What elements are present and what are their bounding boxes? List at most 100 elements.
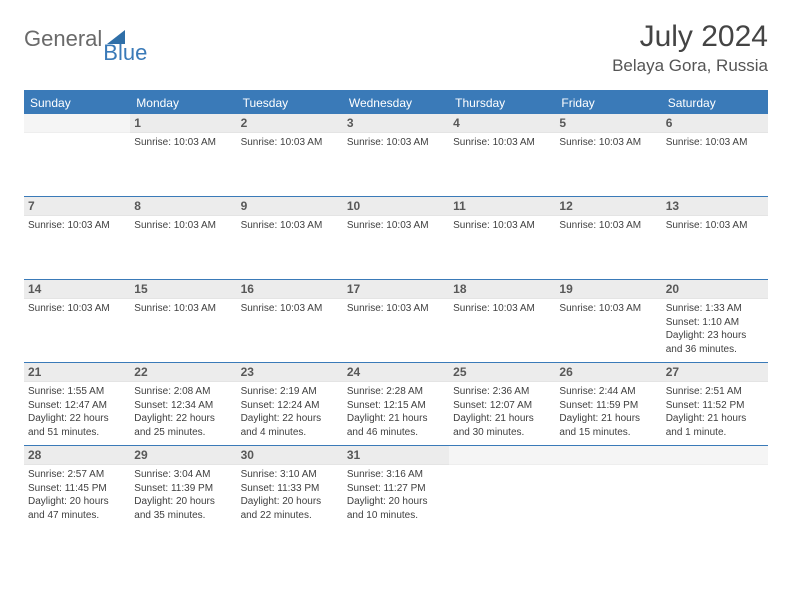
- day-content: Sunrise: 10:03 AM: [662, 216, 768, 236]
- day-info-line: and 15 minutes.: [559, 426, 657, 440]
- day-number: 9: [237, 197, 343, 216]
- day-cell: 20Sunrise: 1:33 AMSunset: 1:10 AMDayligh…: [662, 280, 768, 362]
- week-row: 28 Sunrise: 2:57 AMSunset: 11:45 PM Daylig…: [24, 445, 768, 528]
- day-info-line: Sunrise: 3:04 AM: [134, 468, 232, 482]
- day-content: Sunrise: 2:36 AMSunset: 12:07 AMDaylight…: [449, 382, 555, 442]
- day-cell: 2Sunrise: 10:03 AM: [237, 114, 343, 196]
- day-cell: 15Sunrise: 10:03 AM: [130, 280, 236, 362]
- day-number: 26: [555, 363, 661, 382]
- day-cell: 4Sunrise: 10:03 AM: [449, 114, 555, 196]
- day-header-row: SundayMondayTuesdayWednesdayThursdayFrid…: [24, 92, 768, 114]
- day-info-line: Sunrise: 10:03 AM: [28, 302, 126, 316]
- logo-text-general: General: [24, 26, 102, 52]
- day-info-line: Sunrise: 3:10 AM: [241, 468, 339, 482]
- day-content: Sunrise: 10:03 AM: [555, 133, 661, 153]
- day-info-line: Sunrise: 10:03 AM: [453, 302, 551, 316]
- day-cell: [662, 446, 768, 528]
- day-cell: 7 Sunrise: 10:03 AM: [24, 197, 130, 279]
- day-info-line: Daylight: 22 hours: [134, 412, 232, 426]
- day-content: Sunrise: 2:19 AMSunset: 12:24 AMDaylight…: [237, 382, 343, 442]
- day-content: Sunrise: 10:03 AM: [130, 133, 236, 153]
- day-header-sunday: Sunday: [24, 92, 130, 114]
- location-label: Belaya Gora, Russia: [612, 56, 768, 76]
- day-info-line: Sunrise: 2:19 AM: [241, 385, 339, 399]
- day-info-line: and 4 minutes.: [241, 426, 339, 440]
- day-content: Sunrise: 3:10 AMSunset: 11:33 PMDaylight…: [237, 465, 343, 525]
- day-info-line: Sunrise: 2:28 AM: [347, 385, 445, 399]
- day-info-line: Sunset: 1:10 AM: [666, 316, 764, 330]
- day-content: Sunrise: 2:28 AMSunset: 12:15 AMDaylight…: [343, 382, 449, 442]
- day-number: 22: [130, 363, 236, 382]
- day-info-line: Sunrise: 1:55 AM: [28, 385, 126, 399]
- week-row: 14Sunrise: 10:03 AM15Sunrise: 10:03 AM16…: [24, 279, 768, 362]
- day-info-line: Sunrise: 2:44 AM: [559, 385, 657, 399]
- day-info-line: Sunrise: 1:33 AM: [666, 302, 764, 316]
- day-cell: 8 Sunrise: 10:03 AM: [130, 197, 236, 279]
- day-info-line: Daylight: 21 hours: [453, 412, 551, 426]
- day-number: 4: [449, 114, 555, 133]
- day-info-line: Sunrise: 10:03 AM: [453, 219, 551, 233]
- day-cell: [449, 446, 555, 528]
- day-cell: 23Sunrise: 2:19 AMSunset: 12:24 AMDaylig…: [237, 363, 343, 445]
- day-number: 12: [555, 197, 661, 216]
- day-cell: 6Sunrise: 10:03 AM: [662, 114, 768, 196]
- day-info-line: Sunset: 12:07 AM: [453, 399, 551, 413]
- day-number: 6: [662, 114, 768, 133]
- day-number: 14: [24, 280, 130, 299]
- day-info-line: Sunset: 11:39 PM: [134, 482, 232, 496]
- calendar: SundayMondayTuesdayWednesdayThursdayFrid…: [24, 90, 768, 528]
- day-content: Sunrise: 10:03 AM: [449, 216, 555, 236]
- day-number: 7: [24, 197, 130, 216]
- day-cell: 5Sunrise: 10:03 AM: [555, 114, 661, 196]
- day-number: 3: [343, 114, 449, 133]
- day-info-line: Daylight: 20 hours: [134, 495, 232, 509]
- day-number: 20: [662, 280, 768, 299]
- day-info-line: Sunrise: 10:03 AM: [28, 219, 126, 233]
- day-number: 8: [130, 197, 236, 216]
- day-number: [555, 446, 661, 465]
- day-content: [662, 465, 768, 471]
- day-number: [24, 114, 130, 133]
- day-content: Sunrise: 3:16 AMSunset: 11:27 PMDaylight…: [343, 465, 449, 525]
- day-info-line: Sunset: 11:27 PM: [347, 482, 445, 496]
- day-content: [24, 133, 130, 139]
- day-content: [449, 465, 555, 471]
- day-number: 28: [24, 446, 130, 465]
- day-info-line: Sunrise: 10:03 AM: [241, 302, 339, 316]
- day-cell: 31Sunrise: 3:16 AMSunset: 11:27 PMDaylig…: [343, 446, 449, 528]
- day-number: 29: [130, 446, 236, 465]
- day-cell: 17Sunrise: 10:03 AM: [343, 280, 449, 362]
- day-header-saturday: Saturday: [662, 92, 768, 114]
- day-content: Sunrise: 10:03 AM: [343, 216, 449, 236]
- day-cell: 1Sunrise: 10:03 AM: [130, 114, 236, 196]
- day-header-monday: Monday: [130, 92, 236, 114]
- day-info-line: Daylight: 20 hours: [241, 495, 339, 509]
- day-info-line: Sunrise: 10:03 AM: [666, 219, 764, 233]
- day-cell: 25Sunrise: 2:36 AMSunset: 12:07 AMDaylig…: [449, 363, 555, 445]
- day-info-line: Sunset: 12:24 AM: [241, 399, 339, 413]
- month-title: July 2024: [612, 20, 768, 54]
- day-info-line: Daylight: 22 hours: [28, 412, 126, 426]
- day-info-line: Sunrise: 10:03 AM: [134, 219, 232, 233]
- day-info-line: Sunrise: 2:57 AM: [28, 468, 126, 482]
- day-number: 21: [24, 363, 130, 382]
- weeks-container: 1Sunrise: 10:03 AM2Sunrise: 10:03 AM3Sun…: [24, 114, 768, 528]
- day-info-line: Sunrise: 10:03 AM: [559, 219, 657, 233]
- day-cell: 14 Sunrise: 10:03 AM: [24, 280, 130, 362]
- logo: General Blue: [24, 26, 169, 52]
- day-cell: 10Sunrise: 10:03 AM: [343, 197, 449, 279]
- day-info-line: Daylight: 21 hours: [559, 412, 657, 426]
- week-row: 7Sunrise: 10:03 AM8Sunrise: 10:03 AM9Sun…: [24, 196, 768, 279]
- day-number: 30: [237, 446, 343, 465]
- day-info-line: Sunset: 12:47 AM: [28, 399, 126, 413]
- day-info-line: Sunrise: 3:16 AM: [347, 468, 445, 482]
- day-number: 18: [449, 280, 555, 299]
- day-content: Sunrise: 10:03 AM: [237, 299, 343, 319]
- day-content: Sunrise: 2:51 AMSunset: 11:52 PMDaylight…: [662, 382, 768, 442]
- day-number: 25: [449, 363, 555, 382]
- day-number: 11: [449, 197, 555, 216]
- day-cell: 28Sunrise: 2:57 AMSunset: 11:45 PMDaylig…: [24, 446, 130, 528]
- day-info-line: Sunset: 11:45 PM: [28, 482, 126, 496]
- day-content: Sunrise: 10:03 AM: [343, 133, 449, 153]
- day-info-line: and 1 minute.: [666, 426, 764, 440]
